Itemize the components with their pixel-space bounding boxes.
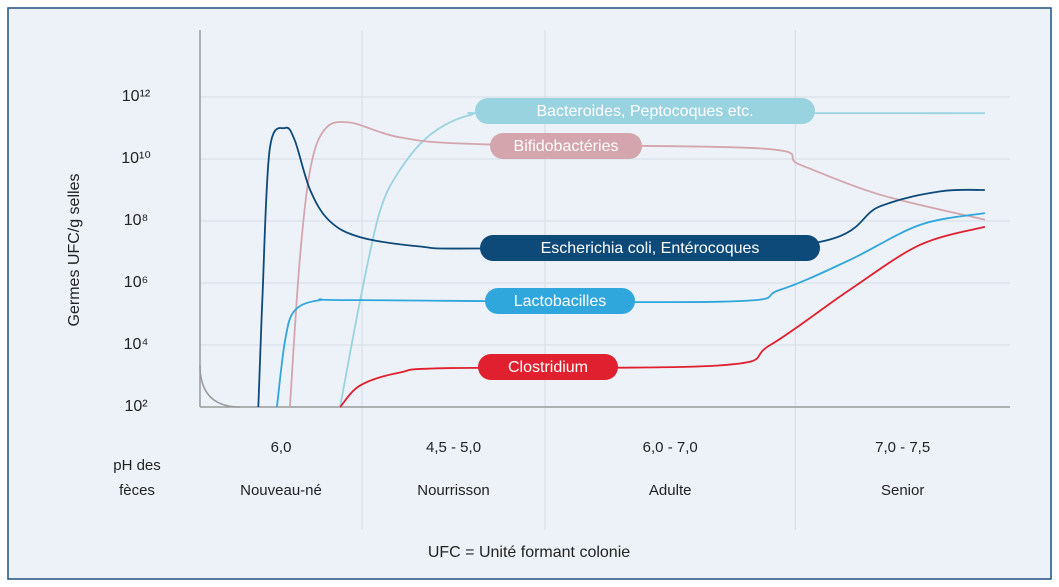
stage-name: Nouveau-né [240, 482, 322, 499]
series-line [289, 121, 986, 408]
series-label: Escherichia coli, Entérocoques [541, 240, 760, 257]
series-label-pill [490, 133, 642, 159]
ph-label: fèces [119, 482, 155, 499]
series-line [339, 225, 986, 408]
series-label-pill [480, 235, 820, 261]
series-label-pill [478, 354, 618, 380]
y-tick-label: 10⁸ [124, 212, 149, 229]
series-label: Lactobacilles [514, 293, 607, 310]
y-tick-label: 10¹⁰ [121, 150, 151, 167]
series-label: Clostridium [508, 359, 588, 376]
y-tick-label: 10⁴ [124, 336, 149, 353]
ph-value: 6,0 - 7,0 [643, 439, 698, 456]
stage-name: Nourrisson [417, 482, 490, 499]
ph-value: 7,0 - 7,5 [875, 439, 930, 456]
series-label-pill [485, 288, 635, 314]
stage-name: Senior [881, 482, 924, 499]
y-tick-label: 10² [124, 398, 148, 415]
footnote: UFC = Unité formant colonie [428, 544, 630, 561]
series-label: Bifidobactéries [514, 138, 619, 155]
series-line [257, 126, 985, 408]
ph-value: 4,5 - 5,0 [426, 439, 481, 456]
ph-label: pH des [113, 457, 161, 474]
y-tick-label: 10⁶ [124, 274, 148, 291]
series-label: Bacteroides, Peptocoques etc. [536, 103, 753, 120]
y-axis-label: Germes UFC/g selles [66, 174, 83, 327]
y-tick-label: 10¹² [122, 88, 151, 105]
series-label-pill [475, 98, 815, 124]
stage-name: Adulte [649, 482, 692, 499]
ph-value: 6,0 [271, 439, 292, 456]
